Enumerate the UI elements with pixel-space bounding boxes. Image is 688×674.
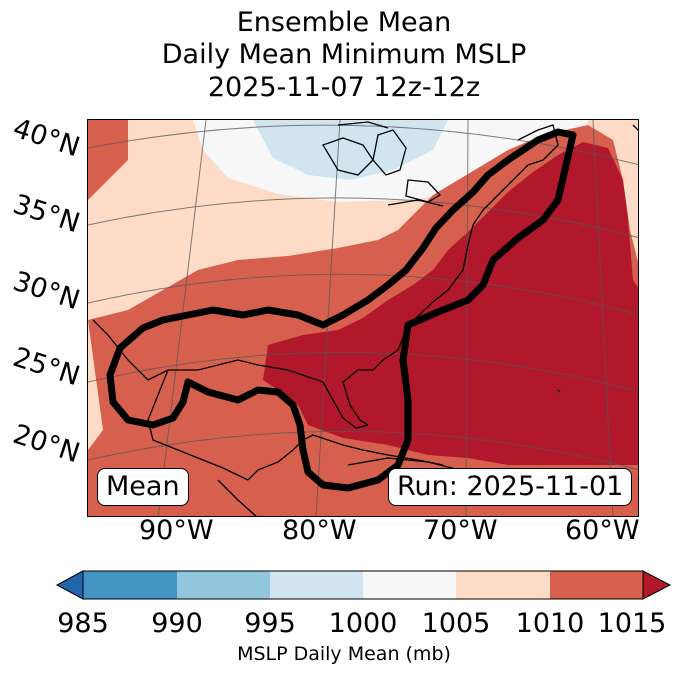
colorbar-tick-1010: 1010 xyxy=(515,608,585,639)
field-995-1000 xyxy=(253,120,448,180)
colorbar-bin-1010-1015 xyxy=(550,571,643,599)
lon-label-90w: 90°W xyxy=(139,515,214,546)
mean-contour xyxy=(106,128,577,492)
colorbar-extend-low xyxy=(55,570,84,600)
colorbar-tick-985: 985 xyxy=(57,608,109,639)
coastlines xyxy=(92,121,638,516)
map-panel xyxy=(87,119,639,517)
lat-label-40: 40°N xyxy=(9,112,84,164)
colorbar-tick-1000: 1000 xyxy=(328,608,398,639)
lat-label-35: 35°N xyxy=(9,188,84,240)
colorbar-tick-995: 995 xyxy=(244,608,296,639)
field-1010-1015-nw xyxy=(88,120,128,200)
colorbar-extend-high xyxy=(642,570,672,600)
colorbar-outline xyxy=(82,570,644,600)
colorbar-tick-1015: 1015 xyxy=(597,608,667,639)
colorbar-tick-990: 990 xyxy=(151,608,203,639)
lat-label-20: 20°N xyxy=(9,418,84,470)
colorbar-bin-995-1000 xyxy=(270,571,363,599)
lon-label-60w: 60°W xyxy=(565,515,640,546)
colorbar-bin-1000-1005 xyxy=(363,571,456,599)
title-line-1: Ensemble Mean xyxy=(236,7,452,38)
lat-label-25: 25°N xyxy=(9,341,84,393)
colorbar-bin-990-995 xyxy=(177,571,270,599)
colorbar-tick-1005: 1005 xyxy=(421,608,491,639)
mean-label-box: Mean xyxy=(97,468,189,506)
lon-label-80w: 80°W xyxy=(282,515,357,546)
graticule xyxy=(88,120,638,516)
title-line-3: 2025-11-07 12z-12z xyxy=(207,72,481,103)
colorbar-label: MSLP Daily Mean (mb) xyxy=(237,643,451,665)
run-label-box: Run: 2025-11-01 xyxy=(388,468,633,506)
colorbar xyxy=(55,570,672,600)
lat-label-30: 30°N xyxy=(9,265,84,317)
map-svg xyxy=(88,120,638,516)
lon-label-70w: 70°W xyxy=(423,515,498,546)
colorbar-bin-1005-1010 xyxy=(456,571,550,599)
colorbar-bin-985-990 xyxy=(83,571,177,599)
title-line-2: Daily Mean Minimum MSLP xyxy=(161,39,527,70)
